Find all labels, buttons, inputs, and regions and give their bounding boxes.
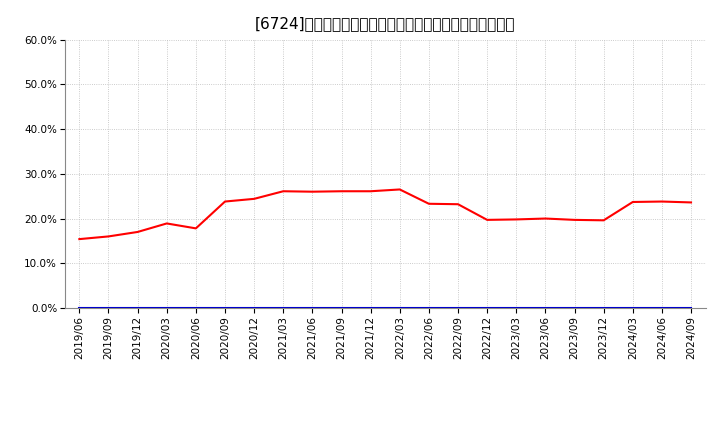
現預金	[104, 234, 113, 239]
現預金	[163, 221, 171, 226]
有利子負債	[454, 305, 462, 311]
現預金	[279, 189, 287, 194]
現預金	[395, 187, 404, 192]
Line: 現預金: 現預金	[79, 190, 691, 239]
有利子負債	[104, 305, 113, 311]
現預金	[250, 196, 258, 202]
有利子負債	[425, 305, 433, 311]
有利子負債	[483, 305, 492, 311]
有利子負債	[541, 305, 550, 311]
有利子負債	[337, 305, 346, 311]
現預金	[75, 236, 84, 242]
現預金	[483, 217, 492, 223]
有利子負債	[220, 305, 229, 311]
Title: [6724]　現預金、有利子負債の総資産に対する比率の推移: [6724] 現預金、有利子負債の総資産に対する比率の推移	[255, 16, 516, 32]
現預金	[657, 199, 666, 204]
現預金	[192, 226, 200, 231]
現預金	[454, 202, 462, 207]
現預金	[220, 199, 229, 204]
有利子負債	[75, 305, 84, 311]
現預金	[599, 218, 608, 223]
有利子負債	[687, 305, 696, 311]
有利子負債	[192, 305, 200, 311]
有利子負債	[512, 305, 521, 311]
有利子負債	[366, 305, 375, 311]
現預金	[133, 229, 142, 235]
現預金	[687, 200, 696, 205]
有利子負債	[395, 305, 404, 311]
現預金	[570, 217, 579, 223]
現預金	[541, 216, 550, 221]
有利子負債	[163, 305, 171, 311]
有利子負債	[657, 305, 666, 311]
現預金	[425, 201, 433, 206]
現預金	[512, 217, 521, 222]
現預金	[308, 189, 317, 194]
有利子負債	[308, 305, 317, 311]
有利子負債	[279, 305, 287, 311]
有利子負債	[570, 305, 579, 311]
有利子負債	[133, 305, 142, 311]
有利子負債	[629, 305, 637, 311]
現預金	[629, 199, 637, 205]
有利子負債	[599, 305, 608, 311]
現預金	[366, 189, 375, 194]
現預金	[337, 189, 346, 194]
有利子負債	[250, 305, 258, 311]
